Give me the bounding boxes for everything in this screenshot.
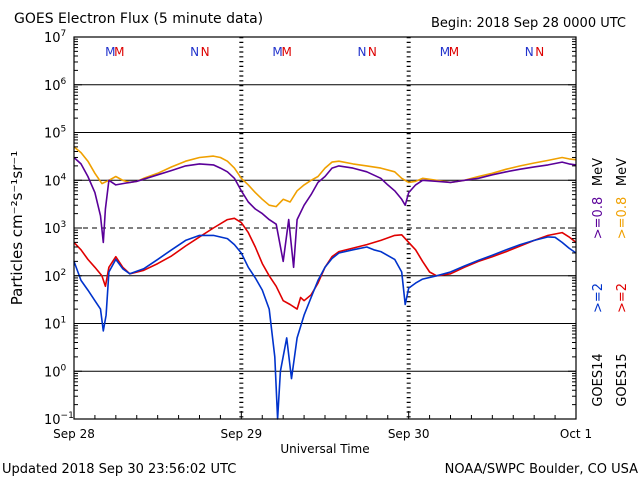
y-tick-label: 106 — [44, 77, 67, 94]
credit-text: NOAA/SWPC Boulder, CO USA — [445, 462, 638, 477]
legend-item: >=2 — [591, 283, 606, 313]
y-tick-label: 10−1 — [44, 411, 74, 428]
y-tick-label: 104 — [44, 172, 67, 189]
day-marker-m: M — [440, 45, 450, 59]
legend-item: >=0.8 — [591, 197, 606, 239]
legend-unit: MeV — [591, 158, 606, 186]
legend-item: >=0.8 — [615, 197, 630, 239]
legend-item: >=2 — [615, 283, 630, 313]
y-axis-label: Particles cm⁻²s⁻¹sr⁻¹ — [8, 151, 26, 305]
x-axis-label: Universal Time — [280, 442, 369, 456]
day-marker-n: N — [201, 45, 210, 59]
y-tick-label: 102 — [44, 268, 66, 285]
series-line-goes14-2-mev — [73, 234, 577, 420]
day-marker-n: N — [357, 45, 366, 59]
day-marker-m: M — [114, 45, 124, 59]
day-marker-m: M — [272, 45, 282, 59]
x-tick-label: Sep 29 — [220, 427, 262, 441]
y-axis-ticks: 10−1 100 101 102 103 104 105 106 107 — [44, 29, 576, 428]
x-axis-ticks: Sep 28 Sep 29 Sep 30 Oct 1 — [53, 411, 592, 441]
y-tick-label: 100 — [44, 363, 67, 380]
chart-title: GOES Electron Flux (5 minute data) — [14, 11, 263, 27]
y-tick-label: 105 — [44, 125, 66, 142]
series-lines — [73, 146, 577, 420]
series-line-goes14-0-8-mev — [73, 156, 577, 269]
x-tick-label: Oct 1 — [560, 427, 592, 441]
day-marker-m: M — [281, 45, 291, 59]
x-tick-label: Sep 28 — [53, 427, 95, 441]
x-tick-label: Sep 30 — [388, 427, 430, 441]
updated-timestamp: Updated 2018 Sep 30 23:56:02 UTC — [2, 462, 236, 477]
y-tick-label: 107 — [44, 29, 66, 46]
day-marker-n: N — [368, 45, 377, 59]
legend-group-label: GOES15 — [615, 353, 630, 406]
day-marker-m: M — [105, 45, 115, 59]
legend: GOES14 >=2 >=0.8 MeV GOES15 >=2 >=0.8 MeV — [591, 158, 630, 407]
y-tick-label: 103 — [44, 220, 66, 237]
y-tick-label: 101 — [44, 316, 66, 333]
day-marker-n: N — [525, 45, 534, 59]
series-line-goes15-2-mev — [73, 217, 577, 310]
legend-group-label: GOES14 — [591, 353, 606, 406]
day-markers: MM N N MM N N MM N N — [105, 45, 544, 59]
day-marker-m: M — [449, 45, 459, 59]
day-marker-n: N — [190, 45, 199, 59]
gridlines — [74, 84, 576, 372]
legend-unit: MeV — [615, 158, 630, 186]
day-marker-n: N — [535, 45, 544, 59]
begin-date: Begin: 2018 Sep 28 0000 UTC — [431, 16, 626, 31]
